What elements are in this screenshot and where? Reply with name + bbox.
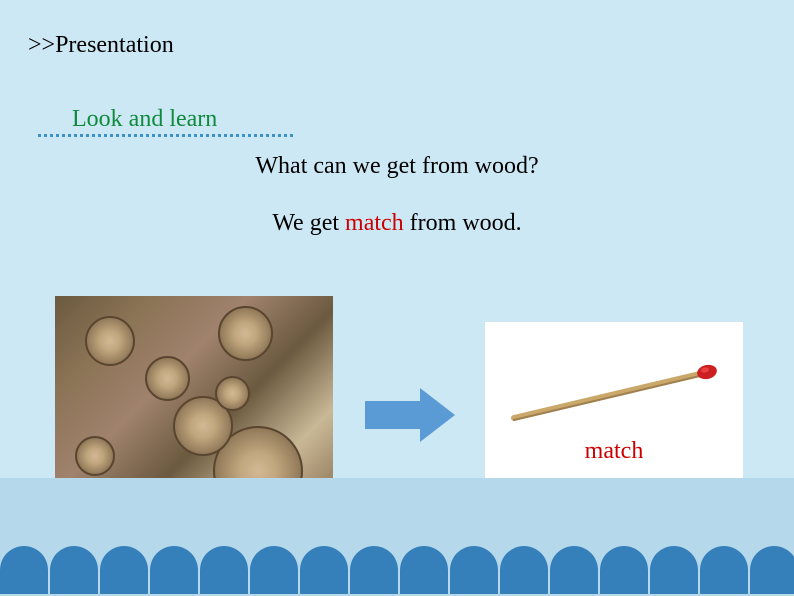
scallop-shape bbox=[400, 546, 448, 594]
scallop-shape bbox=[100, 546, 148, 594]
scallop-shape bbox=[450, 546, 498, 594]
scallop-shape bbox=[550, 546, 598, 594]
match-image-container: match bbox=[485, 322, 743, 496]
scallop-shape bbox=[0, 546, 48, 594]
scallop-shape bbox=[350, 546, 398, 594]
scallop-shape bbox=[250, 546, 298, 594]
scallop-shape bbox=[300, 546, 348, 594]
match-illustration bbox=[504, 353, 724, 433]
dotted-underline bbox=[38, 134, 293, 137]
answer-prefix: We get bbox=[272, 210, 345, 236]
scallop-shape bbox=[200, 546, 248, 594]
answer-highlight: match bbox=[345, 210, 404, 236]
scallop-shape bbox=[700, 546, 748, 594]
scallop-shape bbox=[600, 546, 648, 594]
arrow-icon bbox=[365, 388, 455, 442]
scallop-shape bbox=[750, 546, 794, 594]
scallop-shape bbox=[150, 546, 198, 594]
question-text: What can we get from wood? bbox=[0, 153, 794, 180]
subtitle-text: Look and learn bbox=[72, 106, 217, 133]
answer-text: We get match from wood. bbox=[0, 210, 794, 237]
presentation-header: >>Presentation bbox=[28, 32, 174, 59]
scallop-shape bbox=[500, 546, 548, 594]
scallop-shape bbox=[50, 546, 98, 594]
answer-suffix: from wood. bbox=[404, 210, 522, 236]
match-label: match bbox=[585, 438, 644, 465]
scallop-decoration bbox=[0, 546, 794, 596]
wood-logs-image bbox=[55, 296, 333, 506]
scallop-shape bbox=[650, 546, 698, 594]
